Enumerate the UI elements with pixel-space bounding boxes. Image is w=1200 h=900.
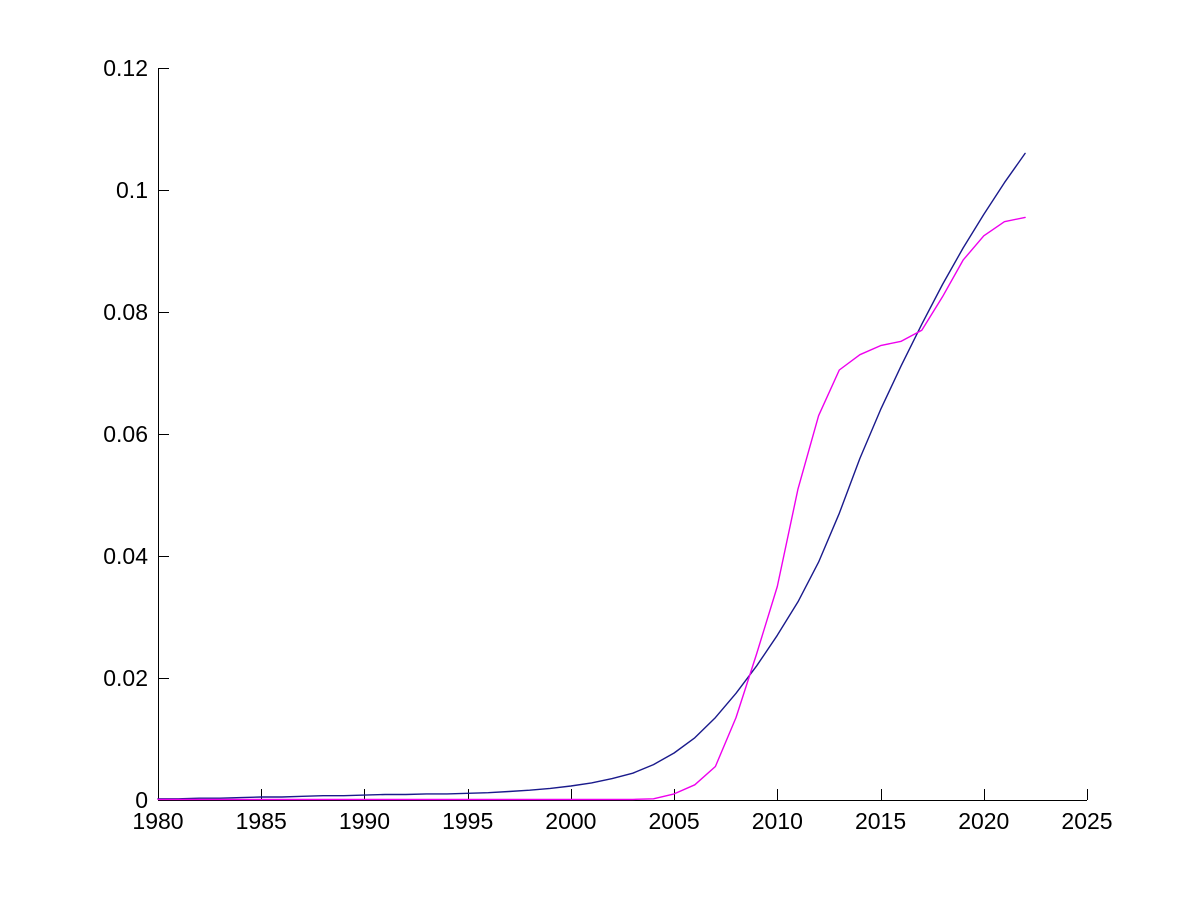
y-tick-label: 0.1: [116, 177, 148, 203]
series-line-observed-data-curve-magenta: [157, 216, 1026, 801]
y-tick-label: 0.08: [103, 299, 148, 325]
x-tick-label: 2005: [649, 808, 700, 834]
x-tick-label: 2010: [752, 808, 803, 834]
series-line-smooth-model-curve-blue: [157, 152, 1026, 800]
x-tick-label: 1980: [132, 808, 183, 834]
x-tick-label: 1985: [236, 808, 287, 834]
y-tick-label: 0: [135, 787, 148, 813]
x-tick-label: 2020: [958, 808, 1009, 834]
y-tick-label: 0.02: [103, 665, 148, 691]
y-tick-label: 0.06: [103, 421, 148, 447]
x-tick-label: 2000: [545, 808, 596, 834]
x-tick-label: 2025: [1061, 808, 1112, 834]
y-tick-label: 0.04: [103, 543, 148, 569]
x-tick-label: 2015: [855, 808, 906, 834]
y-tick-label: 0.12: [103, 55, 148, 81]
x-tick-label: 1990: [339, 808, 390, 834]
x-tick-label: 1995: [442, 808, 493, 834]
